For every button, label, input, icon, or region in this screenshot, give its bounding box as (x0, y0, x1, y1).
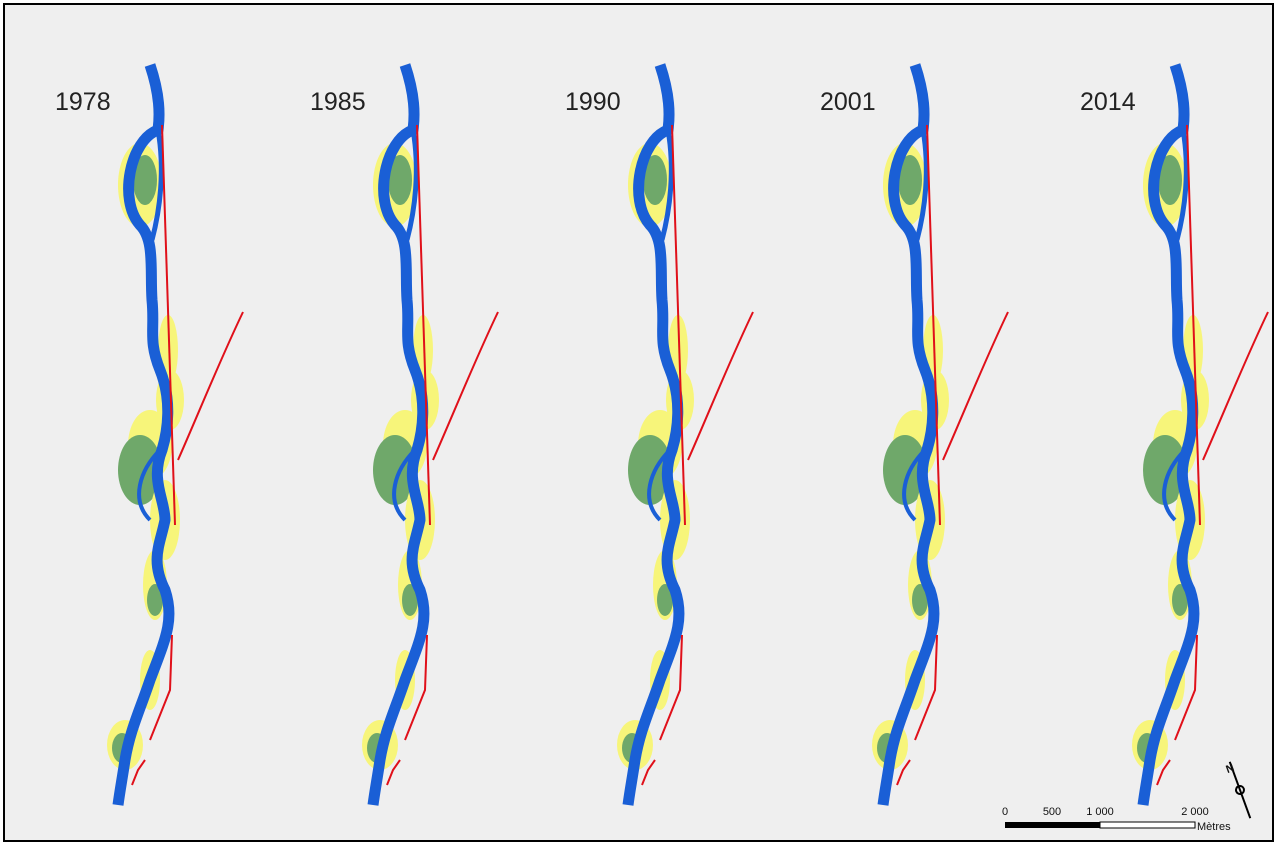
scale-unit: Mètres (1197, 821, 1231, 833)
figure: 1978 1985 1990 2001 2014 0 500 1 000 2 000 Mètre… (0, 0, 1277, 845)
scale-white (1100, 822, 1195, 828)
year-label: 1985 (310, 88, 366, 116)
year-label: 2001 (820, 88, 876, 116)
scale-tick-label: 1 000 (1086, 806, 1114, 818)
scale-tick-label: 2 000 (1181, 806, 1209, 818)
scale-tick-label: 500 (1043, 806, 1061, 818)
year-label: 2014 (1080, 88, 1136, 116)
scale-tick-label: 0 (1002, 806, 1008, 818)
year-label: 1990 (565, 88, 621, 116)
year-label: 1978 (55, 88, 111, 116)
scale-black (1005, 822, 1100, 828)
